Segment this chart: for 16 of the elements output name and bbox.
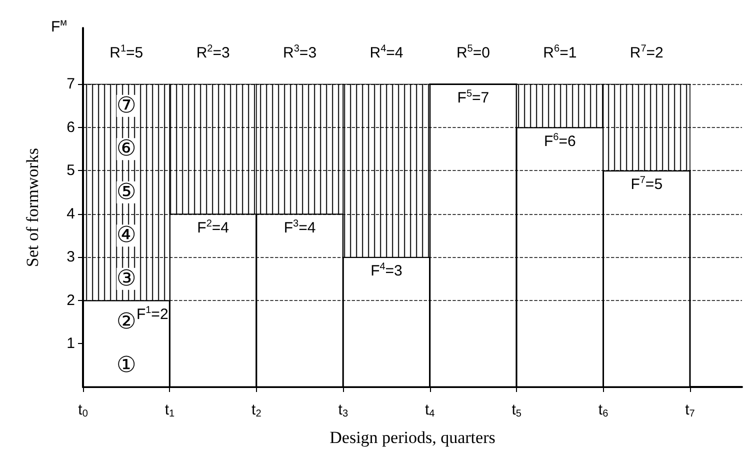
annotation: ④: [116, 223, 136, 248]
y-tick-label: 5: [66, 162, 75, 180]
annotation: ③: [116, 266, 136, 292]
annotation: ⑥: [116, 136, 136, 162]
annotation: ①: [116, 352, 136, 378]
y-tick-label: 4: [66, 205, 75, 222]
annotation: ⑦: [116, 93, 136, 118]
y-tick-label: 3: [66, 248, 75, 266]
x-axis-title: Design periods, quarters: [330, 428, 496, 447]
y-tick-label: 1: [66, 335, 75, 352]
y-tick-label: 6: [66, 118, 75, 136]
annotation: ②: [116, 310, 136, 335]
annotation: ⑤: [116, 180, 136, 205]
y-tick-label: 7: [66, 76, 75, 93]
y-tick-label: 2: [66, 292, 75, 309]
y-axis-title: Set of formworks: [23, 148, 42, 267]
